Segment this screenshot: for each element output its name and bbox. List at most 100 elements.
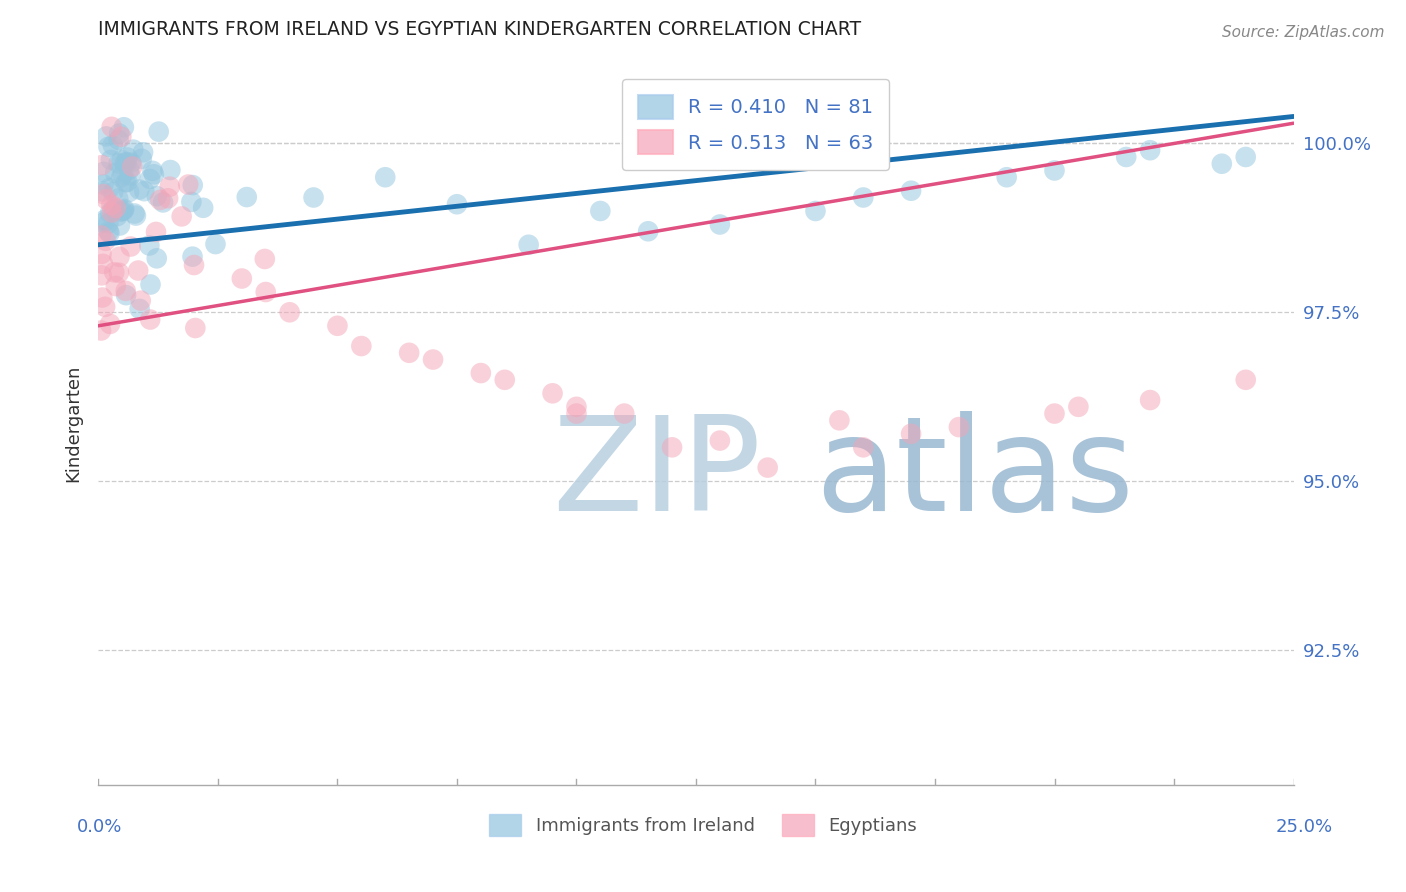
Point (148, 125, 170, 139)
Point (112, 202, 135, 216)
Point (900, 184, 922, 198)
Point (1211, 157, 1233, 171)
Point (128, 182, 150, 196)
Point (565, 400, 588, 414)
Point (159, 179, 181, 194)
Point (93, 213, 115, 227)
Point (90, 247, 112, 261)
Text: ZIP: ZIP (553, 411, 762, 538)
Point (152, 195, 174, 210)
Point (236, 190, 259, 204)
Point (93, 178, 115, 192)
Point (117, 175, 139, 189)
Point (93, 165, 115, 179)
Y-axis label: Kindergarten: Kindergarten (63, 365, 82, 483)
Point (995, 170, 1018, 185)
Point (398, 346, 420, 360)
Point (138, 238, 160, 252)
Point (828, 413, 851, 427)
Point (141, 164, 163, 178)
Point (134, 184, 156, 198)
Point (97, 225, 120, 239)
Point (91, 291, 114, 305)
Point (254, 285, 277, 299)
Point (101, 185, 124, 199)
Point (96, 129, 118, 144)
Point (104, 279, 127, 293)
Point (90, 324, 112, 338)
Point (100, 120, 122, 134)
Point (118, 162, 141, 177)
Point (149, 193, 172, 207)
Point (110, 170, 132, 185)
Point (170, 210, 193, 224)
Point (117, 151, 139, 165)
Point (1139, 143, 1161, 157)
Point (446, 197, 468, 211)
Point (108, 250, 131, 264)
Point (565, 407, 588, 421)
Point (111, 153, 134, 167)
Point (90, 228, 112, 243)
Point (177, 178, 200, 192)
Point (661, 440, 683, 454)
Point (112, 120, 135, 135)
Point (302, 190, 325, 204)
Point (157, 191, 180, 205)
Point (637, 224, 659, 238)
Point (852, 440, 875, 454)
Point (184, 321, 207, 335)
Point (114, 284, 136, 298)
Point (120, 155, 142, 169)
Point (103, 265, 125, 279)
Point (90, 158, 112, 172)
Point (97, 217, 120, 231)
Point (709, 218, 731, 232)
Point (115, 288, 138, 302)
Point (374, 170, 396, 185)
Point (91, 257, 114, 271)
Point (98, 181, 121, 195)
Point (103, 202, 125, 216)
Point (90, 184, 112, 198)
Point (326, 318, 349, 333)
Point (114, 155, 136, 169)
Point (110, 129, 132, 144)
Point (94, 234, 117, 248)
Point (104, 166, 127, 180)
Point (470, 366, 492, 380)
Text: atlas: atlas (815, 411, 1135, 538)
Point (114, 175, 136, 189)
Point (118, 185, 141, 199)
Point (122, 143, 145, 157)
Point (589, 204, 612, 219)
Point (350, 339, 373, 353)
Point (494, 373, 516, 387)
Point (107, 156, 129, 170)
Point (422, 352, 444, 367)
Point (131, 152, 153, 166)
Point (756, 460, 779, 475)
Point (278, 305, 301, 319)
Point (183, 258, 205, 272)
Point (127, 263, 149, 277)
Point (193, 201, 215, 215)
Point (204, 237, 226, 252)
Point (97, 140, 120, 154)
Point (1043, 163, 1066, 178)
Point (517, 237, 540, 252)
Point (804, 204, 827, 219)
Point (120, 239, 142, 253)
Point (1067, 400, 1090, 414)
Point (107, 192, 129, 206)
Point (948, 420, 970, 434)
Point (100, 153, 122, 167)
Point (180, 194, 202, 209)
Point (139, 172, 162, 186)
Point (145, 225, 167, 239)
Point (120, 169, 142, 183)
Point (146, 189, 169, 203)
Point (159, 163, 181, 178)
Point (541, 386, 564, 401)
Point (90, 268, 112, 283)
